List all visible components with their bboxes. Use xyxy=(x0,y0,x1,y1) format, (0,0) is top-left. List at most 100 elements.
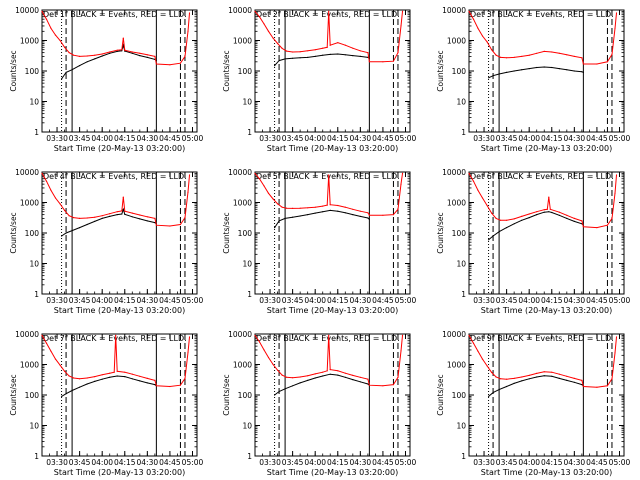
lld-point xyxy=(277,203,279,205)
lld-point xyxy=(124,371,126,373)
events-point xyxy=(536,376,538,378)
events-point xyxy=(71,69,73,71)
lld-point xyxy=(328,10,330,12)
lld-point xyxy=(124,210,126,212)
events-point xyxy=(344,376,346,378)
lld-point xyxy=(292,51,294,53)
lld-point xyxy=(54,358,57,360)
y-tick-label: 10 xyxy=(29,422,39,431)
panel-title: Det 2f BLACK = Events, RED = LLD. xyxy=(256,10,400,19)
lld-point xyxy=(368,61,370,63)
lld-point xyxy=(139,214,141,216)
y-tick-label: 10 xyxy=(29,260,39,269)
lld-point xyxy=(50,27,52,29)
events-point xyxy=(278,60,280,62)
events-point xyxy=(322,375,324,377)
lld-point xyxy=(187,351,189,353)
lld-point xyxy=(272,37,274,39)
events-point xyxy=(109,215,111,217)
events-point xyxy=(329,209,331,211)
events-point xyxy=(154,222,156,224)
lld-point xyxy=(131,51,133,53)
x-axis-label: Start Time (20-May-13 03:20:00) xyxy=(481,306,612,315)
lld-point xyxy=(292,207,294,209)
lld-point xyxy=(521,55,523,58)
lld-point xyxy=(528,374,530,376)
lld-point xyxy=(299,51,301,53)
events-point xyxy=(492,75,494,77)
events-point xyxy=(65,232,67,234)
events-point xyxy=(101,378,103,380)
lld-point xyxy=(79,217,81,219)
events-point xyxy=(146,220,148,222)
lld-point xyxy=(258,178,261,180)
x-tick-label: 04:30 xyxy=(350,134,372,143)
lld-point xyxy=(299,207,301,209)
events-point xyxy=(314,212,316,214)
x-tick-label: 04:45 xyxy=(159,134,181,143)
x-tick-label: 04:30 xyxy=(137,134,159,143)
lld-point xyxy=(543,371,545,373)
lld-point xyxy=(307,207,309,209)
lld-point xyxy=(68,215,70,217)
events-point xyxy=(528,217,530,219)
x-axis-label: Start Time (20-May-13 03:20:00) xyxy=(54,306,185,315)
y-tick-label: 1000 xyxy=(20,199,39,208)
y-tick-label: 1 xyxy=(247,452,252,461)
events-point xyxy=(367,217,369,219)
events-point xyxy=(506,385,508,388)
events-point xyxy=(284,388,286,390)
lld-point xyxy=(506,57,508,59)
lld-point xyxy=(521,215,523,217)
events-point xyxy=(86,383,88,385)
events-point xyxy=(124,213,126,215)
events-point xyxy=(558,68,560,70)
panel-det-9: Det 9f BLACK = Events, RED = LLD. 1 10 100 1… xyxy=(436,330,631,477)
events-point xyxy=(352,379,354,381)
x-tick-label: 03:30 xyxy=(46,458,68,467)
lld-point xyxy=(179,223,181,226)
events-point xyxy=(488,395,490,397)
lld-point xyxy=(79,378,81,380)
events-point xyxy=(79,65,81,67)
events-point xyxy=(122,44,124,46)
events-point xyxy=(94,380,96,382)
y-axis-label: Counts/sec xyxy=(436,50,445,91)
events-point xyxy=(65,393,67,395)
y-axis-label: Counts/sec xyxy=(222,50,231,91)
events-point xyxy=(513,223,515,225)
lld-point xyxy=(581,57,583,59)
lld-series-line xyxy=(41,11,190,66)
lld-point xyxy=(566,214,568,216)
x-tick-label: 04:30 xyxy=(564,296,586,305)
events-point xyxy=(124,50,126,52)
lld-point xyxy=(549,208,551,210)
lld-point xyxy=(179,62,181,64)
x-tick-label: 04:00 xyxy=(518,296,540,305)
x-tick-label: 03:30 xyxy=(473,458,495,467)
lld-point xyxy=(326,204,328,206)
y-tick-label: 1000 xyxy=(233,37,252,46)
events-point xyxy=(566,217,568,219)
lld-point xyxy=(546,208,548,210)
x-tick-label: 04:30 xyxy=(137,458,159,467)
lld-point xyxy=(73,217,75,219)
events-point xyxy=(61,395,63,397)
lld-point xyxy=(322,371,324,373)
events-point xyxy=(573,381,575,383)
y-tick-label: 100 xyxy=(452,229,467,238)
events-point xyxy=(536,66,538,69)
events-point xyxy=(337,210,339,212)
events-point xyxy=(581,384,583,386)
y-tick-label: 1000 xyxy=(233,199,252,208)
x-tick-label: 04:00 xyxy=(304,458,326,467)
events-point xyxy=(566,379,568,381)
lld-point xyxy=(286,207,288,209)
lld-point xyxy=(272,363,274,366)
panel-det-7: Det 7f BLACK = Events, RED = LLD. 1 10 100 1… xyxy=(9,330,204,477)
lld-point xyxy=(45,18,48,20)
lld-point xyxy=(573,377,575,379)
lld-point xyxy=(73,377,75,379)
lld-point xyxy=(45,342,48,344)
lld-point xyxy=(337,370,339,372)
